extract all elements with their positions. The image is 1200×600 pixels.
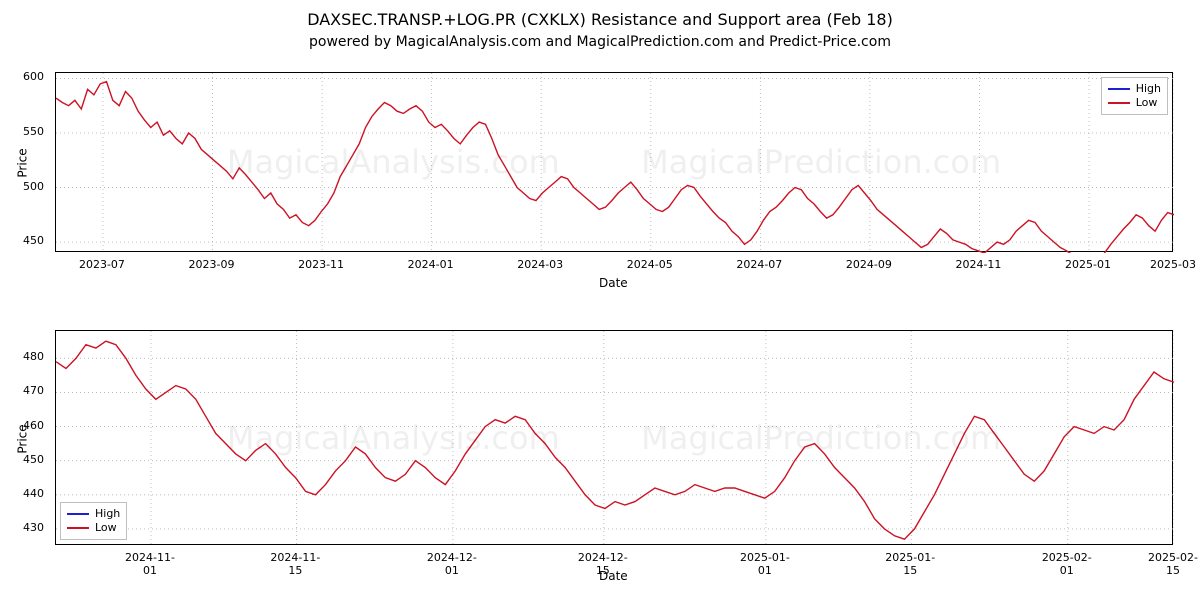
x-tick-label: 2024-11-15	[265, 551, 325, 577]
x-tick-label: 2024-03	[510, 258, 570, 271]
legend-item: Low	[1108, 96, 1161, 110]
y-tick-label: 600	[23, 70, 44, 83]
legend-label: Low	[1136, 96, 1158, 110]
legend-swatch	[1108, 88, 1130, 90]
legend-swatch	[1108, 102, 1130, 104]
top-legend: HighLow	[1101, 77, 1168, 115]
legend-swatch	[67, 527, 89, 529]
top-chart-svg	[56, 73, 1174, 253]
y-tick-label: 460	[23, 419, 44, 432]
x-tick-label: 2025-03	[1143, 258, 1200, 271]
y-tick-label: 450	[23, 453, 44, 466]
chart-title: DAXSEC.TRANSP.+LOG.PR (CXKLX) Resistance…	[0, 10, 1200, 29]
chart-subtitle: powered by MagicalAnalysis.com and Magic…	[0, 34, 1200, 50]
x-tick-label: 2025-01-15	[880, 551, 940, 577]
x-tick-label: 2025-01-01	[735, 551, 795, 577]
y-tick-label: 500	[23, 180, 44, 193]
bottom-chart-svg	[56, 331, 1174, 546]
top-chart-panel: MagicalAnalysis.com MagicalPrediction.co…	[55, 72, 1173, 252]
figure: DAXSEC.TRANSP.+LOG.PR (CXKLX) Resistance…	[0, 0, 1200, 600]
legend-item: Low	[67, 521, 120, 535]
legend-label: High	[95, 507, 120, 521]
legend-item: High	[67, 507, 120, 521]
legend-item: High	[1108, 82, 1161, 96]
x-tick-label: 2023-09	[182, 258, 242, 271]
bottom-legend: HighLow	[60, 502, 127, 540]
y-tick-label: 550	[23, 125, 44, 138]
x-tick-label: 2024-11	[948, 258, 1008, 271]
x-tick-label: 2024-12-01	[422, 551, 482, 577]
legend-swatch	[67, 513, 89, 515]
x-tick-label: 2023-11	[291, 258, 351, 271]
x-tick-label: 2024-07	[729, 258, 789, 271]
low-series-line	[56, 82, 1174, 253]
legend-label: Low	[95, 521, 117, 535]
x-tick-label: 2023-07	[72, 258, 132, 271]
y-tick-label: 430	[23, 521, 44, 534]
x-tick-label: 2024-01	[401, 258, 461, 271]
legend-label: High	[1136, 82, 1161, 96]
y-tick-label: 440	[23, 487, 44, 500]
x-tick-label: 2024-09	[839, 258, 899, 271]
top-x-axis-label: Date	[599, 276, 628, 290]
x-tick-label: 2024-05	[620, 258, 680, 271]
bottom-chart-panel: MagicalAnalysis.com MagicalPrediction.co…	[55, 330, 1173, 545]
x-tick-label: 2025-02-01	[1037, 551, 1097, 577]
y-tick-label: 480	[23, 350, 44, 363]
low-series-line	[56, 341, 1174, 539]
x-tick-label: 2025-02-15	[1143, 551, 1200, 577]
x-tick-label: 2025-01	[1058, 258, 1118, 271]
y-tick-label: 450	[23, 234, 44, 247]
y-tick-label: 470	[23, 384, 44, 397]
top-y-axis-label: Price	[16, 148, 30, 177]
x-tick-label: 2024-12-15	[573, 551, 633, 577]
x-tick-label: 2024-11-01	[120, 551, 180, 577]
